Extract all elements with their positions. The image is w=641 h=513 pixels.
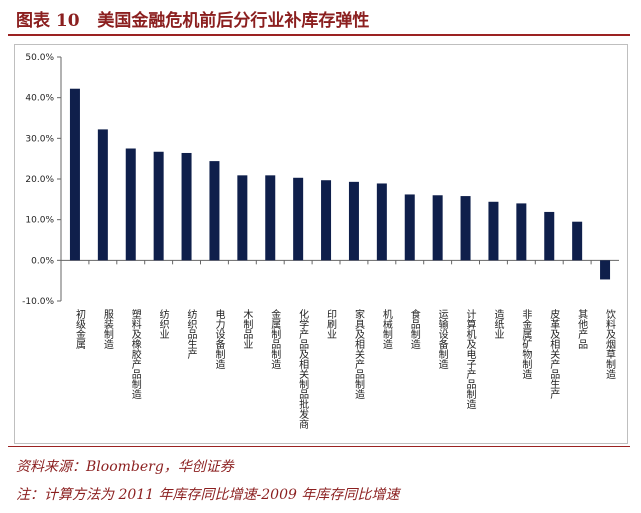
bar [572,221,583,261]
category-label: 塑料及橡胶产品制造 [129,309,141,399]
category-label: 印刷业 [325,309,337,339]
bar [181,152,192,261]
category-label: 其他产品 [576,309,588,350]
bar [432,195,443,261]
bar [153,151,164,261]
bar [516,203,527,261]
figure-header: 图表 10 美国金融危机前后分行业补库存弹性 [0,0,641,38]
bar [69,88,80,261]
figure-title: 图表 10 美国金融危机前后分行业补库存弹性 [16,6,369,31]
bar-chart: -10.0% 0.0% 10.0% 20.0% 30.0% 40.0% 50.0% 初级金属 服… [22,53,619,430]
figure-label: 图表 10 [16,11,80,31]
method-note: 注：计算方法为 2011 年库存同比增速-2009 年库存同比增速 [16,487,400,503]
bar [404,194,415,261]
bar [348,181,359,261]
bar [488,201,499,261]
category-label: 木制品业 [241,309,253,349]
bar [321,180,332,261]
category-label: 纺织品生产 [185,308,197,360]
category-label: 家具及相关产品制造 [352,308,364,399]
y-tick-label: -10.0% [22,297,54,307]
category-label: 食品制造 [408,308,420,349]
header-divider [8,34,630,36]
y-tick-label: 40.0% [25,94,54,104]
bar [237,175,248,261]
bar [293,177,304,261]
category-label: 金属制品制造 [269,308,281,369]
bar [600,260,611,280]
category-label: 皮革及相关产品生产 [548,308,560,400]
chart-frame: -10.0% 0.0% 10.0% 20.0% 30.0% 40.0% 50.0% 初级金属 服… [14,44,628,444]
category-label: 造纸业 [492,308,504,339]
y-tick-label: 0.0% [31,256,54,266]
bar [544,211,555,261]
category-label: 纺织业 [157,308,169,339]
bar [97,129,108,261]
source-note: 资料来源：Bloomberg，华创证券 [16,459,234,475]
y-tick-label: 50.0% [25,53,54,63]
y-tick-label: 10.0% [25,216,54,226]
y-tick-label: 20.0% [25,175,54,185]
category-label: 服装制造 [101,309,113,349]
category-label: 非金属矿物制造 [520,309,532,379]
footer-divider [8,446,630,447]
category-label: 计算机及电子产品制造 [464,308,476,409]
bar [209,161,220,261]
category-label: 初级金属 [73,308,85,350]
y-tick-label: 30.0% [25,134,54,144]
bar [125,148,136,261]
category-label: 运输设备制造 [436,309,448,369]
figure-title-text: 美国金融危机前后分行业补库存弹性 [97,11,370,31]
category-label: 化学产品及相关制品批发商 [297,308,309,430]
category-label: 机械制造 [380,308,392,349]
bar [376,183,387,261]
category-label: 饮料及烟草制造 [604,308,616,379]
category-label: 电力设备制造 [213,308,225,369]
bar [460,196,471,261]
bar [265,175,276,261]
